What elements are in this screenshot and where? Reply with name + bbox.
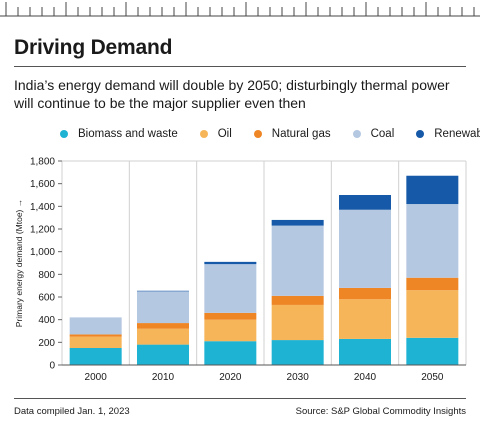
y-tick-label: 800 <box>38 270 55 281</box>
legend-label-natural-gas: Natural gas <box>271 128 331 140</box>
bar-segment <box>204 319 257 342</box>
title-divider <box>14 66 466 67</box>
bar-segment <box>204 261 257 265</box>
bar-segment <box>406 175 459 205</box>
y-tick-label: 1,400 <box>30 202 55 213</box>
x-tick-label: 2050 <box>421 372 444 383</box>
footer-source: Source: S&P Global Commodity Insights <box>295 406 466 417</box>
y-tick-label: 1,600 <box>30 179 55 190</box>
y-tick-label: 0 <box>49 361 55 372</box>
bar-segment <box>137 323 189 329</box>
bar-segment <box>406 337 459 365</box>
legend-item-natural-gas: Natural gas <box>253 128 331 140</box>
bar-segment <box>69 317 122 335</box>
bar-segment <box>204 341 257 365</box>
bar-segment <box>69 334 122 337</box>
footer-divider <box>14 398 466 399</box>
bar-segment <box>339 195 391 210</box>
bar-segment <box>271 340 324 365</box>
bar-segment <box>339 299 391 339</box>
legend-item-coal: Coal <box>352 128 395 140</box>
legend-dot-oil <box>199 130 208 138</box>
x-tick-label: 2010 <box>152 372 175 383</box>
bar-segment <box>406 290 459 338</box>
bar-segment <box>137 290 189 292</box>
bar-segment <box>137 291 189 324</box>
y-tick-label: 1,000 <box>30 247 55 258</box>
legend-label-oil: Oil <box>217 128 232 140</box>
bar-segment <box>339 209 391 288</box>
x-tick-label: 2020 <box>219 372 242 383</box>
page-title: Driving Demand <box>14 36 173 59</box>
bar-segment <box>271 304 324 341</box>
y-tick-label: 400 <box>38 315 55 326</box>
bar-segment <box>406 277 459 291</box>
legend-label-renewables: Renewables <box>434 128 480 140</box>
bar-segment <box>406 204 459 278</box>
bar-segment <box>137 328 189 345</box>
legend-dot-coal <box>352 130 361 138</box>
x-tick-label: 2040 <box>354 372 377 383</box>
bar-segment <box>271 225 324 296</box>
legend-item-renewables: Renewables <box>416 128 480 140</box>
y-tick-label: 600 <box>38 293 55 304</box>
y-axis-label: Primary energy demand (Mtoe) → <box>14 199 24 328</box>
legend-dot-renewables <box>416 130 425 138</box>
bar-segment <box>137 344 189 365</box>
legend-item-biomass: Biomass and waste <box>60 128 178 140</box>
footer-date: Data compiled Jan. 1, 2023 <box>14 406 130 417</box>
legend-label-biomass: Biomass and waste <box>78 128 178 140</box>
x-tick-label: 2030 <box>287 372 310 383</box>
y-tick-label: 1,200 <box>30 225 55 236</box>
chart-legend: Biomass and waste Oil Natural gas Coal R… <box>60 128 480 140</box>
x-tick-label: 2000 <box>85 372 108 383</box>
legend-dot-biomass <box>60 130 68 138</box>
bar-segment <box>339 287 391 300</box>
bar-segment <box>271 219 324 226</box>
y-tick-label: 1,800 <box>30 157 55 168</box>
bar-segment <box>69 348 122 365</box>
bar-segment <box>204 264 257 313</box>
y-tick-label: 200 <box>38 338 55 349</box>
bar-segment <box>69 336 122 348</box>
bar-segment <box>204 312 257 320</box>
legend-item-oil: Oil <box>199 128 232 140</box>
bar-segment <box>271 295 324 305</box>
page-subtitle: India’s energy demand will double by 205… <box>14 77 450 111</box>
legend-label-coal: Coal <box>370 128 395 140</box>
bar-segment <box>339 338 391 365</box>
ruler-decoration <box>0 2 480 17</box>
stacked-bar-chart: 0 200 400 600 800 1,000 1,200 1,400 1,600 1,800 Pr… <box>14 157 467 383</box>
legend-dot-natural-gas <box>253 130 262 138</box>
